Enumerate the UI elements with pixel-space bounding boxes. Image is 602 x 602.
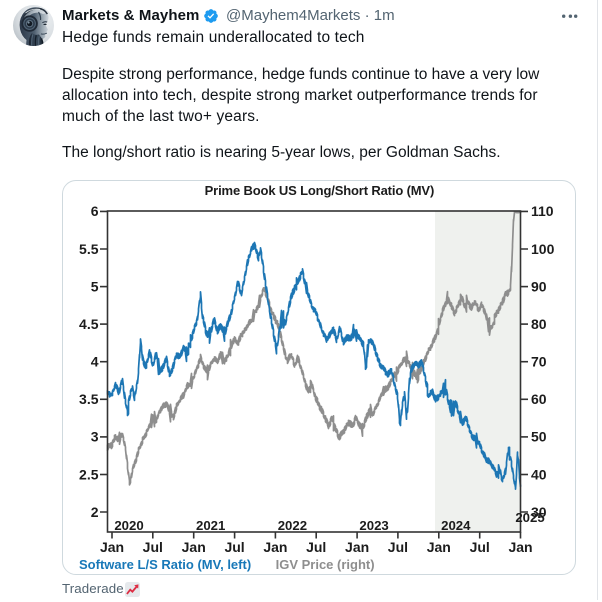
svg-text:2021: 2021 xyxy=(196,518,225,533)
svg-text:Jan: Jan xyxy=(345,539,369,555)
svg-text:100: 100 xyxy=(531,241,555,257)
svg-text:3: 3 xyxy=(91,429,99,445)
svg-text:Prime Book US Long/Short Ratio: Prime Book US Long/Short Ratio (MV) xyxy=(205,183,434,198)
svg-text:40: 40 xyxy=(531,466,547,482)
svg-text:80: 80 xyxy=(531,316,547,332)
svg-text:5: 5 xyxy=(91,278,99,294)
svg-text:2024: 2024 xyxy=(441,518,471,533)
svg-text:60: 60 xyxy=(531,391,547,407)
svg-text:30: 30 xyxy=(531,504,547,520)
svg-text:110: 110 xyxy=(531,203,554,219)
svg-text:Jan: Jan xyxy=(427,539,451,555)
svg-text:Jan: Jan xyxy=(263,539,287,555)
svg-text:6: 6 xyxy=(91,203,99,219)
svg-text:2022: 2022 xyxy=(278,518,307,533)
svg-text:Jul: Jul xyxy=(143,539,163,555)
svg-text:5.5: 5.5 xyxy=(79,241,99,257)
svg-text:Jul: Jul xyxy=(470,539,490,555)
svg-text:2023: 2023 xyxy=(359,518,388,533)
svg-text:2020: 2020 xyxy=(114,518,143,533)
svg-text:2: 2 xyxy=(91,504,99,520)
svg-text:Jul: Jul xyxy=(224,539,244,555)
svg-text:2025: 2025 xyxy=(515,510,544,525)
svg-text:50: 50 xyxy=(531,429,547,445)
svg-text:4: 4 xyxy=(91,354,99,370)
svg-text:Jan: Jan xyxy=(508,539,532,555)
svg-text:2.5: 2.5 xyxy=(79,466,99,482)
svg-text:3.5: 3.5 xyxy=(79,391,99,407)
svg-text:Software L/S Ratio (MV, left): Software L/S Ratio (MV, left) xyxy=(79,557,251,572)
svg-text:Jul: Jul xyxy=(306,539,326,555)
svg-text:Jan: Jan xyxy=(182,539,206,555)
svg-text:Jul: Jul xyxy=(388,539,408,555)
svg-text:70: 70 xyxy=(531,354,547,370)
svg-text:Jan: Jan xyxy=(100,539,124,555)
svg-text:90: 90 xyxy=(531,278,547,294)
svg-text:4.5: 4.5 xyxy=(79,316,99,332)
svg-text:IGV Price (right): IGV Price (right) xyxy=(276,557,375,572)
